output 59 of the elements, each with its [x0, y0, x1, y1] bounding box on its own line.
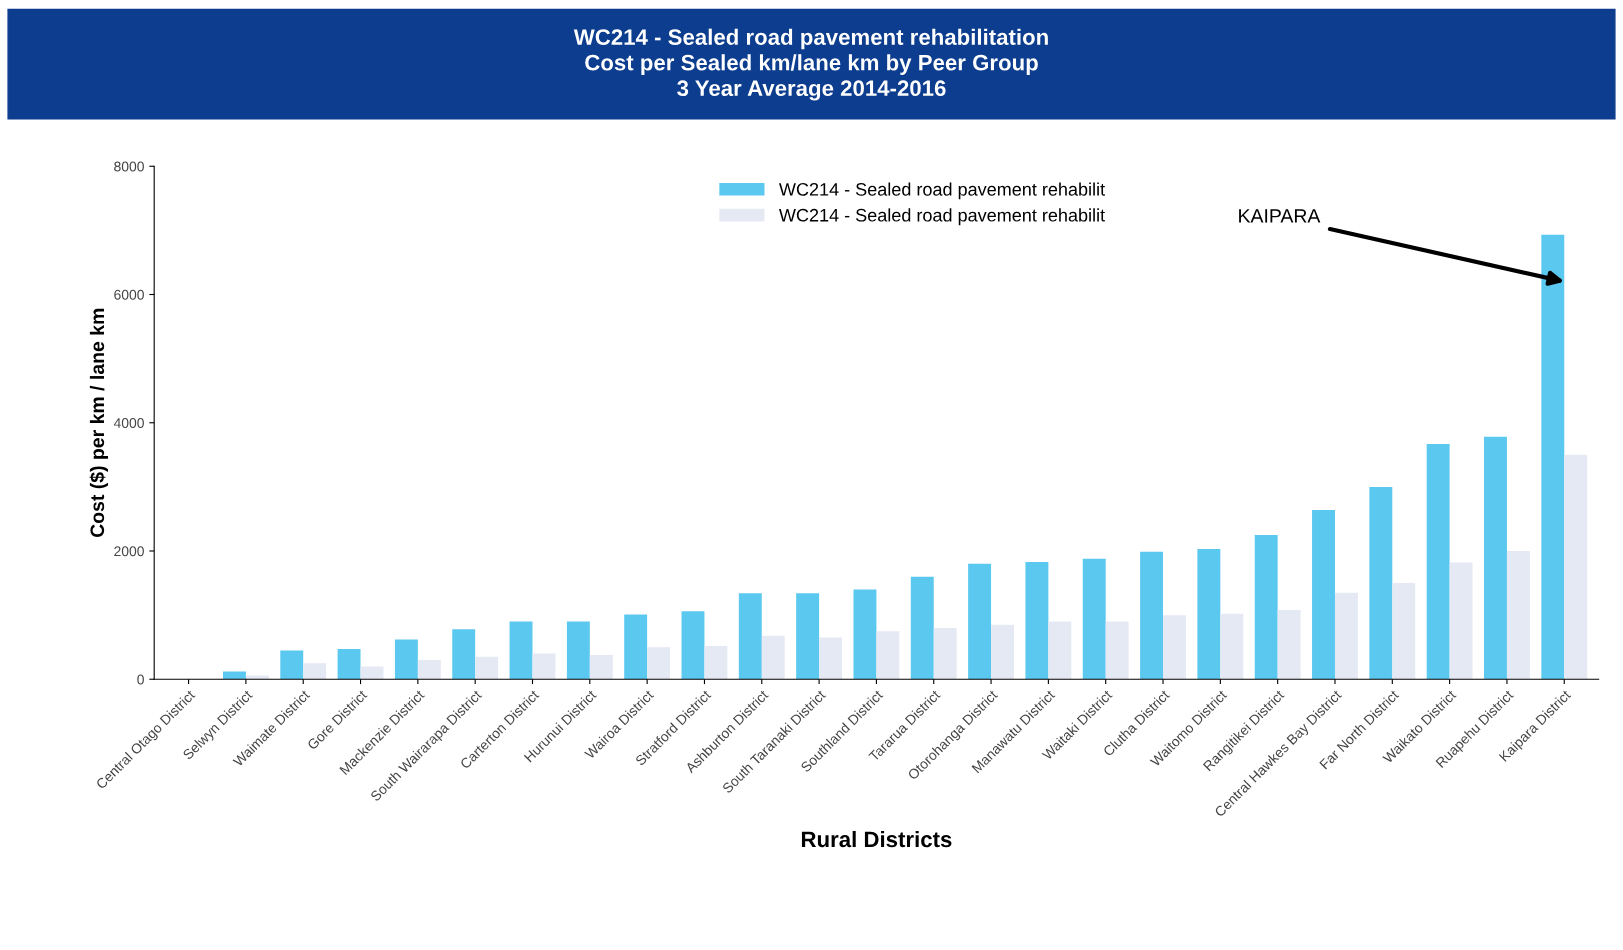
- bar: [796, 593, 820, 680]
- bar: [1506, 551, 1530, 680]
- bar: [1254, 534, 1278, 680]
- bar: [1334, 592, 1358, 680]
- bar: [624, 614, 648, 680]
- bar: [245, 675, 269, 680]
- bar: [876, 631, 900, 680]
- bar: [360, 666, 384, 680]
- bar: [1449, 562, 1473, 680]
- y-axis-title: Cost ($) per km / lane km: [89, 308, 109, 538]
- bar: [417, 660, 441, 680]
- bar: [853, 589, 877, 680]
- bar: [968, 563, 992, 680]
- bar: [761, 635, 785, 680]
- bar: [1140, 551, 1164, 680]
- bar: [1484, 436, 1507, 680]
- bar: [337, 649, 361, 680]
- bar: [222, 671, 246, 680]
- bar: [1220, 613, 1244, 680]
- legend-label: WC214 - Sealed road pavement rehabilit: [779, 208, 1105, 226]
- bar: [532, 653, 556, 680]
- bar: [1082, 558, 1106, 680]
- bar: [1163, 615, 1186, 680]
- bar: [1426, 443, 1450, 680]
- legend-label: WC214 - Sealed road pavement rehabilit: [779, 182, 1105, 200]
- annotation: KAIPARA: [1239, 209, 1321, 223]
- bar: [509, 621, 533, 680]
- bar: [475, 656, 499, 680]
- x-axis-title: Rural Districts: [801, 830, 952, 848]
- bar: [819, 637, 843, 680]
- y-tick-label: 0: [137, 674, 144, 685]
- y-tick-label: 6000: [114, 289, 144, 300]
- bar: [1025, 561, 1049, 680]
- bar: [1105, 621, 1129, 680]
- bar: [303, 663, 327, 680]
- bar: [589, 654, 613, 680]
- bar: [452, 629, 476, 680]
- bar: [704, 645, 728, 680]
- bar: [1392, 583, 1416, 680]
- bar: [1048, 621, 1072, 680]
- bar: [910, 576, 934, 680]
- bar: [280, 650, 304, 680]
- bar: [1541, 234, 1565, 680]
- bar: [1277, 609, 1301, 680]
- y-tick-label: 2000: [114, 546, 144, 557]
- bar: [1197, 549, 1221, 680]
- y-tick-label: 8000: [114, 161, 144, 172]
- bar: [1564, 454, 1588, 680]
- y-tick-label: 4000: [113, 418, 144, 428]
- bar: [1312, 509, 1335, 680]
- bar: [738, 593, 762, 680]
- bar: [1369, 486, 1393, 680]
- bar: [394, 639, 418, 680]
- bar: [933, 627, 957, 680]
- bar: [681, 611, 705, 680]
- bar: [991, 624, 1014, 680]
- chart-title: WC214 - Sealed road pavement rehabilitation Cost per Sealed km/lane km by Peer Group 3 Year Average 2014-2016: [573, 28, 1048, 101]
- bar: [566, 621, 590, 680]
- bar: [647, 647, 671, 680]
